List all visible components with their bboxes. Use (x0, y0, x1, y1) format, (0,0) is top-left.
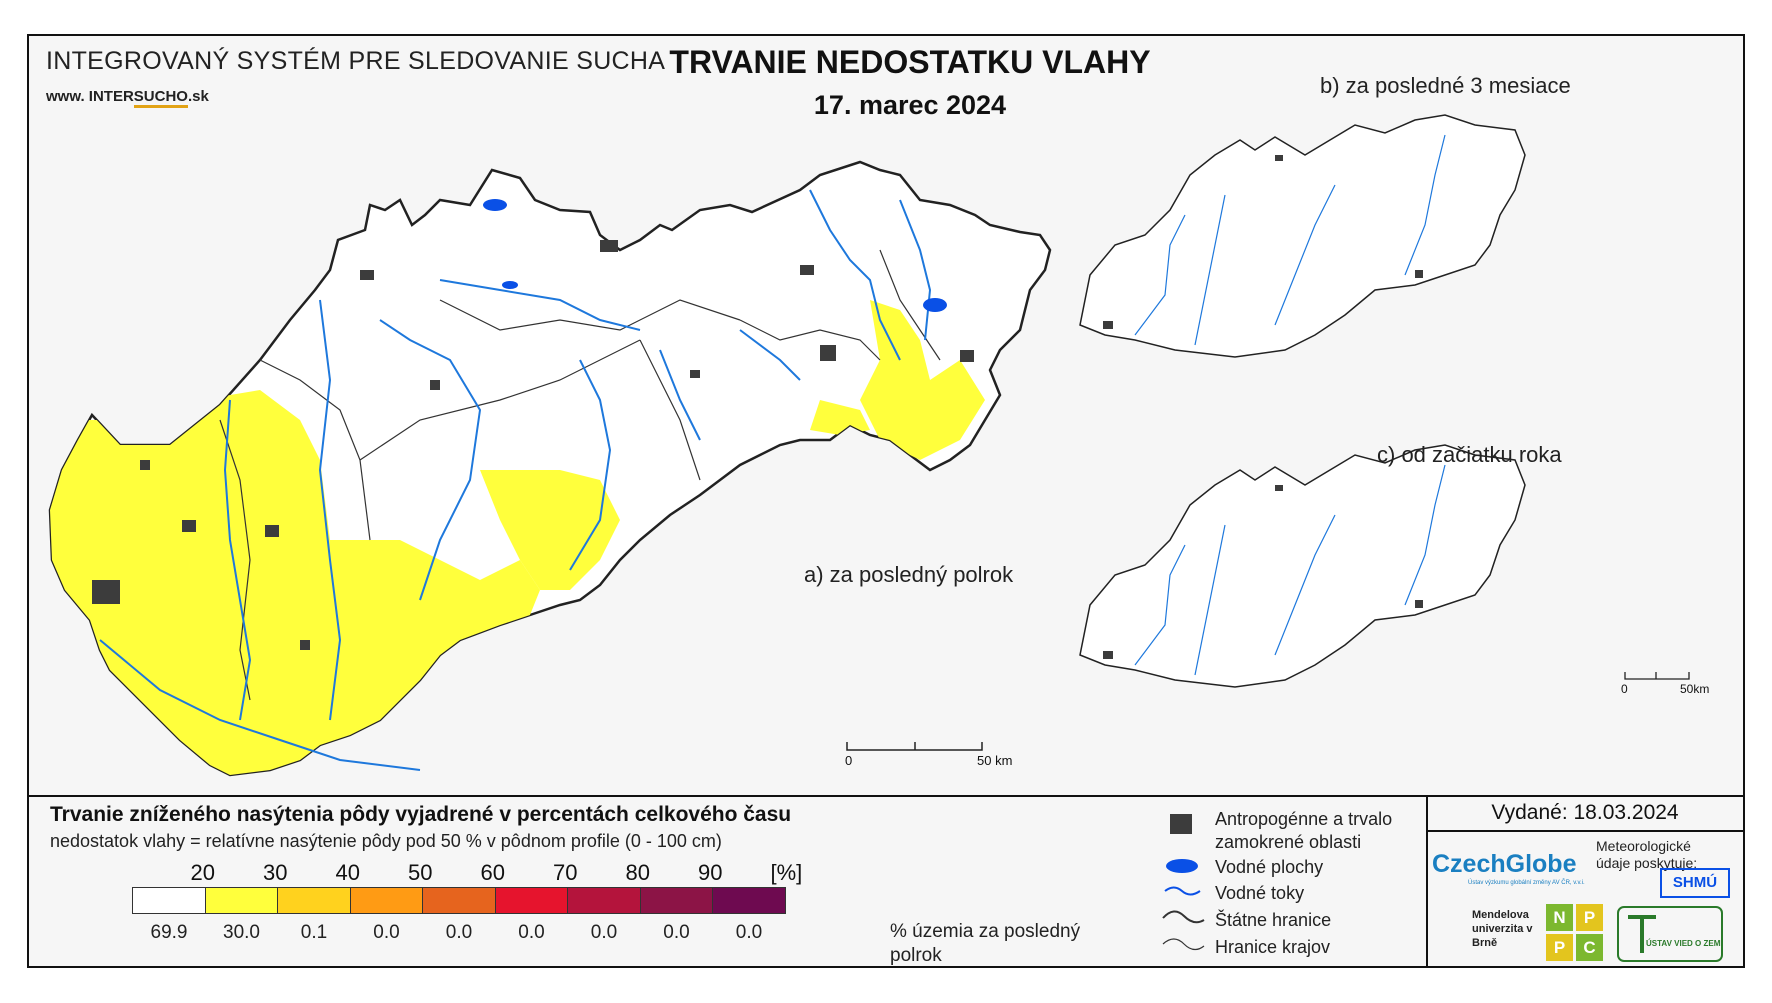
colorbar-percent: 0.1 (300, 922, 328, 943)
colorbar-box (567, 887, 641, 914)
nppc-logo: N P P C (1546, 904, 1604, 962)
scale-main-zero: 0 (845, 753, 853, 768)
colorbar-threshold: 20 (190, 860, 215, 885)
czechglobe-subtitle: Ústav výzkumu globální změny AV ČR, v.v.… (1468, 880, 1585, 886)
issued-divider (1426, 830, 1744, 832)
mendel-logo: Mendelova univerzita v Brně (1472, 909, 1533, 949)
colorbar-threshold: 70 (553, 860, 578, 885)
scale-small-zero: 0 (1621, 682, 1628, 696)
colorbar-threshold: 40 (335, 860, 360, 885)
colorbar-threshold: [%] (770, 860, 803, 885)
regional-borders (219, 249, 941, 701)
legend-divider (29, 795, 1743, 797)
region-border-symbol (1162, 938, 1205, 951)
colorbar-threshold: 80 (625, 860, 650, 885)
percent-note: % územia za posledný polrok (890, 921, 1081, 966)
colorbar-threshold: 60 (480, 860, 505, 885)
colorbar-percent: 0.0 (373, 922, 400, 943)
colorbar-box (494, 887, 568, 914)
colorbar-box (349, 887, 423, 914)
map-date: 17. marec 2024 (813, 90, 1007, 120)
scale-bar-main (846, 742, 983, 751)
dry-area-east-small (810, 400, 870, 435)
dry-area-east (860, 300, 985, 460)
system-title: INTEGROVANÝ SYSTÉM PRE SLEDOVANIE SUCHA (46, 47, 666, 75)
czechglobe-logo: CzechGlobe (1432, 850, 1577, 878)
legend-anthropogenic: Antropogénne a trvalo zamokrené oblasti (1215, 809, 1393, 852)
meteo-text: Meteorologické údaje poskytuje: (1596, 838, 1698, 871)
page-title: TRVANIE NEDOSTATKU VLAHY (669, 44, 1151, 80)
colorbar-threshold: 50 (408, 860, 433, 885)
legend-title: Trvanie zníženého nasýtenia pôdy vyjadre… (50, 803, 792, 826)
colorbar-percent: 0.0 (663, 922, 690, 943)
dry-area-south-central (480, 470, 620, 590)
map-legend-symbols (1162, 814, 1205, 951)
colorbar-percent: 0.0 (590, 922, 618, 943)
legend-water-bodies: Vodné plochy (1215, 857, 1324, 877)
colorbar-box (277, 887, 351, 914)
website-link[interactable]: www. INTERSUCHO.sk (46, 88, 209, 108)
map-a-label: a) za posledný polrok (804, 562, 1014, 587)
main-map (48, 160, 1052, 777)
colorbar-box (204, 887, 278, 914)
scale-small-end: 50km (1680, 682, 1710, 696)
colorbar-percent: 0.0 (518, 922, 545, 943)
legend-water-streams: Vodné toky (1215, 883, 1305, 903)
water-body-symbol (1166, 859, 1198, 873)
state-border-symbol (1162, 910, 1205, 924)
logo-divider (1426, 795, 1428, 967)
water-stream-symbol (1164, 886, 1201, 896)
urban-areas (92, 240, 974, 650)
map-b (1079, 114, 1526, 358)
map-b-label: b) za posledné 3 mesiace (1320, 73, 1571, 98)
uvz-logo: ÚSTAV VIED O ZEMI (1616, 905, 1726, 970)
colorbar-box (422, 887, 496, 914)
colorbar-box (639, 887, 713, 914)
colorbar-threshold: 30 (263, 860, 288, 885)
colorbar-percent: 0.0 (445, 922, 473, 943)
colorbar-percent: 0.0 (735, 922, 763, 943)
colorbar-box (132, 887, 206, 914)
rivers (99, 189, 932, 771)
colorbar-threshold: 90 (698, 860, 723, 885)
colorbar-box (712, 887, 786, 914)
issued-date: Vydané: 18.03.2024 (1491, 801, 1679, 824)
map-c (1079, 444, 1526, 688)
water-bodies (483, 199, 947, 312)
anthropogenic-symbol (1170, 814, 1192, 834)
legend-region-border: Hranice krajov (1215, 937, 1331, 957)
shmu-logo: SHMÚ (1660, 868, 1730, 898)
scale-bar-small (1624, 672, 1690, 680)
legend-state-border: Štátne hranice (1215, 910, 1332, 930)
colorbar-percent: 30.0 (223, 922, 260, 943)
map-c-label: c) od začiatku roka (1377, 442, 1562, 467)
legend-subtitle: nedostatok vlahy = relatívne nasýtenie p… (50, 831, 722, 851)
scale-main-end: 50 km (977, 753, 1013, 768)
colorbar-percent: 69.9 (150, 922, 188, 943)
